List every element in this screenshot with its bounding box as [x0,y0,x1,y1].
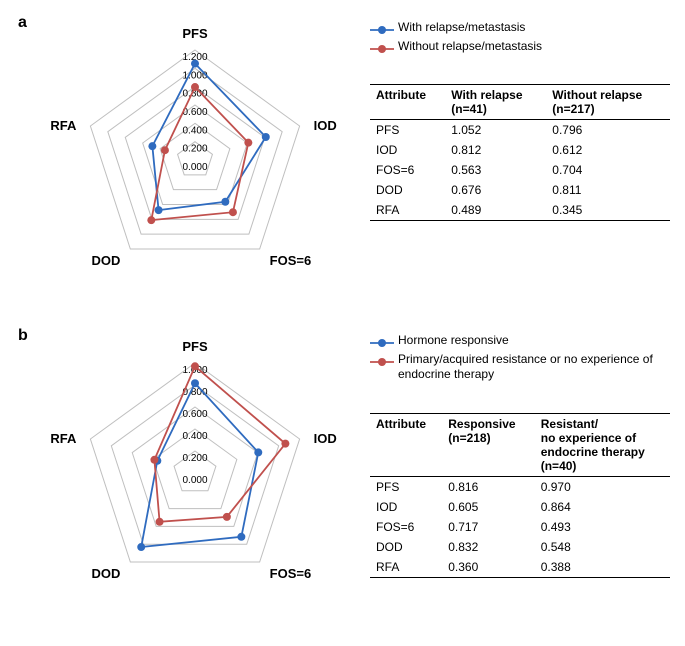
legend-label: Hormone responsive [398,333,670,349]
table-cell: 0.489 [445,200,546,221]
svg-text:DOD: DOD [91,253,120,268]
table-row: IOD0.8120.612 [370,140,670,160]
table-cell: 0.493 [535,517,670,537]
legend-a: With relapse/metastasis Without relapse/m… [370,20,670,54]
panel-a: a 0.0000.2000.4000.6000.8001.0001.200PFS… [10,10,685,303]
table-cell: PFS [370,476,442,497]
table-cell: IOD [370,497,442,517]
table-header: Without relapse(n=217) [546,85,670,120]
table-row: RFA0.4890.345 [370,200,670,221]
table-cell: 0.864 [535,497,670,517]
table-cell: PFS [370,120,445,141]
side-a: With relapse/metastasis Without relapse/m… [370,10,670,221]
table-cell: 0.360 [442,557,534,578]
radar-chart-b: 0.0000.2000.4000.6000.8001.000PFSIODFOS=… [10,323,370,613]
svg-text:RFA: RFA [50,431,77,446]
legend-item: Without relapse/metastasis [370,39,670,55]
legend-marker-icon [370,358,394,366]
legend-marker-icon [370,339,394,347]
legend-item: With relapse/metastasis [370,20,670,36]
table-header: Attribute [370,85,445,120]
table-cell: 0.548 [535,537,670,557]
table-cell: 0.812 [445,140,546,160]
table-row: RFA0.3600.388 [370,557,670,578]
table-row: PFS0.8160.970 [370,476,670,497]
table-header: Attribute [370,413,442,476]
svg-text:RFA: RFA [50,118,77,133]
chart-a-container: a 0.0000.2000.4000.6000.8001.0001.200PFS… [10,10,370,303]
table-cell: 0.970 [535,476,670,497]
table-header: Resistant/no experience ofendocrine ther… [535,413,670,476]
table-header: Responsive(n=218) [442,413,534,476]
table-cell: 0.717 [442,517,534,537]
table-cell: 0.816 [442,476,534,497]
table-cell: IOD [370,140,445,160]
table-cell: DOD [370,537,442,557]
panel-a-label: a [18,14,27,32]
table-cell: 0.388 [535,557,670,578]
legend-item: Primary/acquired resistance or no experi… [370,352,670,383]
svg-text:0.200: 0.200 [182,144,207,155]
table-cell: 0.811 [546,180,670,200]
table-row: DOD0.6760.811 [370,180,670,200]
svg-text:0.600: 0.600 [182,107,207,118]
svg-text:0.000: 0.000 [182,162,207,173]
table-row: DOD0.8320.548 [370,537,670,557]
legend-marker-icon [370,26,394,34]
svg-text:0.200: 0.200 [182,453,207,464]
side-b: Hormone responsive Primary/acquired resis… [370,323,670,578]
panel-b-label: b [18,327,28,345]
svg-text:PFS: PFS [182,339,208,354]
svg-text:DOD: DOD [91,566,120,581]
table-cell: 1.052 [445,120,546,141]
table-cell: FOS=6 [370,160,445,180]
table-row: FOS=60.7170.493 [370,517,670,537]
table-cell: 0.345 [546,200,670,221]
table-cell: FOS=6 [370,517,442,537]
table-row: PFS1.0520.796 [370,120,670,141]
legend-label: Primary/acquired resistance or no experi… [398,352,670,383]
table-cell: 0.605 [442,497,534,517]
table-cell: 0.563 [445,160,546,180]
table-cell: RFA [370,557,442,578]
svg-text:FOS=6: FOS=6 [270,566,312,581]
panel-b: b 0.0000.2000.4000.6000.8001.000PFSIODFO… [10,323,685,616]
table-row: IOD0.6050.864 [370,497,670,517]
data-table-a: AttributeWith relapse(n=41)Without relap… [370,84,670,221]
table-cell: 0.704 [546,160,670,180]
svg-text:0.000: 0.000 [182,475,207,486]
legend-label: Without relapse/metastasis [398,39,670,55]
data-table-b: AttributeResponsive(n=218)Resistant/no e… [370,413,670,578]
legend-item: Hormone responsive [370,333,670,349]
svg-text:PFS: PFS [182,26,208,41]
svg-text:IOD: IOD [314,431,337,446]
table-cell: 0.612 [546,140,670,160]
legend-b: Hormone responsive Primary/acquired resis… [370,333,670,383]
table-cell: RFA [370,200,445,221]
table-row: FOS=60.5630.704 [370,160,670,180]
table-cell: 0.832 [442,537,534,557]
radar-chart-a: 0.0000.2000.4000.6000.8001.0001.200PFSIO… [10,10,370,300]
table-cell: 0.796 [546,120,670,141]
chart-b-container: b 0.0000.2000.4000.6000.8001.000PFSIODFO… [10,323,370,616]
legend-marker-icon [370,45,394,53]
svg-text:FOS=6: FOS=6 [270,253,312,268]
legend-label: With relapse/metastasis [398,20,670,36]
svg-text:0.400: 0.400 [182,125,207,136]
table-header: With relapse(n=41) [445,85,546,120]
svg-text:IOD: IOD [314,118,337,133]
svg-text:0.400: 0.400 [182,431,207,442]
table-cell: DOD [370,180,445,200]
svg-text:0.600: 0.600 [182,409,207,420]
table-cell: 0.676 [445,180,546,200]
